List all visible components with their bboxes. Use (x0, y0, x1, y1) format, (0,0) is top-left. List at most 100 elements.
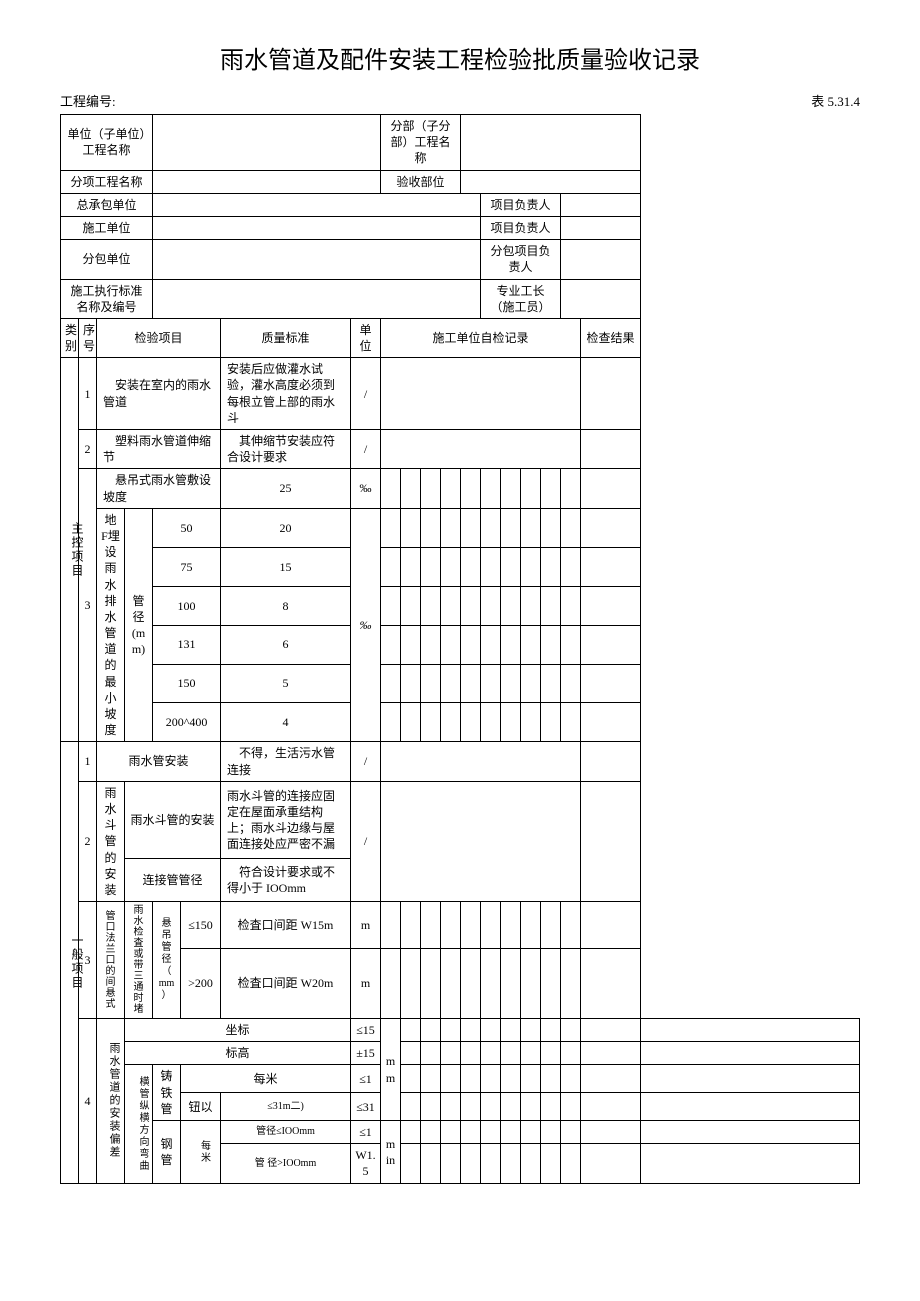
contractor-label: 总承包单位 (61, 193, 153, 216)
gen-r3-b-std: 检査口间距 W20m (221, 949, 351, 1019)
gen-r2-result[interactable] (581, 781, 641, 901)
sub-pm-label: 分包项目负责人 (481, 240, 561, 279)
main-r1-std: 安装后应做灌水试验，灌水高度必须到每根立管上部的雨水斗 (221, 358, 351, 430)
gen-r2-check[interactable] (381, 781, 581, 901)
main-row-2: 2 塑料雨水管道伸缩节 其伸缩节安装应符合设计要求 / (61, 430, 860, 469)
main-r3-d1: 75 (153, 547, 221, 586)
main-r3-v1: 15 (221, 547, 351, 586)
main-row-3b-2: 100 8 (61, 586, 860, 625)
gen-type-label: 一般项目 (61, 742, 79, 1183)
main-r3-v2: 8 (221, 586, 351, 625)
main-row-3b-3: 131 6 (61, 625, 860, 664)
unit-project-label: 单位（子单位）工程名称 (61, 115, 153, 171)
subcontractor-value[interactable] (153, 240, 481, 279)
gen-r4-a: 坐标 (125, 1019, 351, 1042)
main-r3a-result[interactable] (581, 469, 641, 508)
gen-r2-b-std: 符合设计要求或不得小于 IOOmm (221, 859, 351, 902)
standard-value[interactable] (153, 279, 481, 318)
gen-row-4b: 标高 ±15 (61, 1042, 860, 1065)
gen-r4-c1b-std: ≤31 (351, 1093, 381, 1121)
gen-row-4a: 4 雨水管道的安装偏差 坐标 ≤15 mm (61, 1019, 860, 1042)
col-result: 检查结果 (581, 318, 641, 357)
gen-r1-unit: / (351, 742, 381, 781)
gen-r3-b: >200 (181, 949, 221, 1019)
main-r3-d3: 131 (153, 625, 221, 664)
gen-r1-item: 雨水管安装 (97, 742, 221, 781)
col-unit: 单位 (351, 318, 381, 357)
main-r3-g2-col: 管径(mm) (125, 508, 153, 742)
unit-project-value[interactable] (153, 115, 381, 171)
subpart-label: 分部（子分部）工程名称 (381, 115, 461, 171)
gen-row-2a: 2 雨水斗管的安装 雨水斗管的安装 雨水斗管的连接应固定在屋面承重结构上；雨水斗… (61, 781, 860, 859)
gen-r1-check[interactable] (381, 742, 581, 781)
gen-r3-g3: 悬 吊管 径（ mm ） (153, 902, 181, 1019)
main-r2-seq: 2 (79, 430, 97, 469)
col-item: 检验项目 (97, 318, 221, 357)
standard-label: 施工执行标准名称及编号 (61, 279, 153, 318)
gen-r4-c1b: 钮以 (181, 1093, 221, 1121)
main-r3-v5: 4 (221, 703, 351, 742)
gen-r4-c2a2: 管 径>IOOmm (221, 1144, 351, 1183)
main-r2-std: 其伸缩节安装应符合设计要求 (221, 430, 351, 469)
foreman-label: 专业工长（施工员） (481, 279, 561, 318)
header-row-6: 施工执行标准名称及编号 专业工长（施工员） (61, 279, 860, 318)
gen-r4-a-std: ≤15 (351, 1019, 381, 1042)
main-r1-seq: 1 (79, 358, 97, 430)
pm2-label: 项目负责人 (481, 216, 561, 239)
subitem-value[interactable] (153, 170, 381, 193)
gen-r2-seq: 2 (79, 781, 97, 901)
gen-r3-b-unit: m (351, 949, 381, 1019)
main-row-3a: 3 悬吊式雨水管敷设坡度 25 ‰ (61, 469, 860, 508)
gen-r4-c2a2-std: W1.5 (351, 1144, 381, 1183)
pm2-value[interactable] (561, 216, 641, 239)
col-selfcheck: 施工单位自检记录 (381, 318, 581, 357)
main-r3-g1: 悬吊式雨水管敷设坡度 (97, 469, 221, 508)
column-header-row: 类别 序号 检验项目 质量标准 单位 施工单位自检记录 检查结果 (61, 318, 860, 357)
gen-r4-c2a1-std: ≤1 (351, 1121, 381, 1144)
page-title: 雨水管道及配件安装工程检验批质量验收记录 (60, 40, 860, 75)
gen-r4-g: 雨水管道的安装偏差 (97, 1019, 125, 1184)
gen-r3-a-std: 检査口间距 W15m (221, 902, 351, 949)
sub-pm-value[interactable] (561, 240, 641, 279)
contractor-value[interactable] (153, 193, 481, 216)
gen-r4-c2a: 每米 (181, 1121, 221, 1184)
main-row-3b-4: 150 5 (61, 664, 860, 703)
gen-r3-a: ≤150 (181, 902, 221, 949)
col-standard: 质量标准 (221, 318, 351, 357)
gen-r4-c1a: 每米 (181, 1065, 351, 1093)
main-r3-seq: 3 (79, 469, 97, 742)
main-r3-g2: 地 F埋设雨水排水管道的最小坡度 (97, 508, 125, 742)
main-r2-unit: / (351, 430, 381, 469)
gen-row-4c2a: 钢管 每米 管径≤IOOmm ≤1 min (61, 1121, 860, 1144)
gen-r4-unit2: min (381, 1121, 401, 1184)
header-row-1: 单位（子单位）工程名称 分部（子分部）工程名称 (61, 115, 860, 171)
construction-unit-value[interactable] (153, 216, 481, 239)
gen-row-3b: >200 检査口间距 W20m m (61, 949, 860, 1019)
main-r1-check[interactable] (381, 358, 581, 430)
gen-r1-seq: 1 (79, 742, 97, 781)
gen-r4-unit1: mm (381, 1019, 401, 1121)
gen-r4-b: 标高 (125, 1042, 351, 1065)
main-r1-item: 安装在室内的雨水管道 (97, 358, 221, 430)
construction-unit-label: 施工单位 (61, 216, 153, 239)
accept-part-label: 验收部位 (381, 170, 461, 193)
main-row-3b-0: 地 F埋设雨水排水管道的最小坡度 管径(mm) 50 20 ‰ (61, 508, 860, 547)
pm1-value[interactable] (561, 193, 641, 216)
gen-r4-c2a1: 管径≤IOOmm (221, 1121, 351, 1144)
subpart-value[interactable] (461, 115, 641, 171)
gen-row-3a: 3 管口法兰口的间悬式 雨水检査或带三通时堵 悬 吊管 径（ mm ） ≤150… (61, 902, 860, 949)
main-r3-g2-unit: ‰ (351, 508, 381, 742)
main-row-3b-1: 75 15 (61, 547, 860, 586)
main-r1-result[interactable] (581, 358, 641, 430)
accept-part-value[interactable] (461, 170, 641, 193)
main-r2-result[interactable] (581, 430, 641, 469)
subcontractor-label: 分包单位 (61, 240, 153, 279)
main-r3-d5: 200^400 (153, 703, 221, 742)
gen-r4-c1g: 铸铁管 (153, 1065, 181, 1121)
gen-r3-a-unit: m (351, 902, 381, 949)
pm1-label: 项目负责人 (481, 193, 561, 216)
gen-r1-result[interactable] (581, 742, 641, 781)
foreman-value[interactable] (561, 279, 641, 318)
main-r2-check[interactable] (381, 430, 581, 469)
gen-r4-cg: 横管纵横方向弯曲 (125, 1065, 153, 1183)
